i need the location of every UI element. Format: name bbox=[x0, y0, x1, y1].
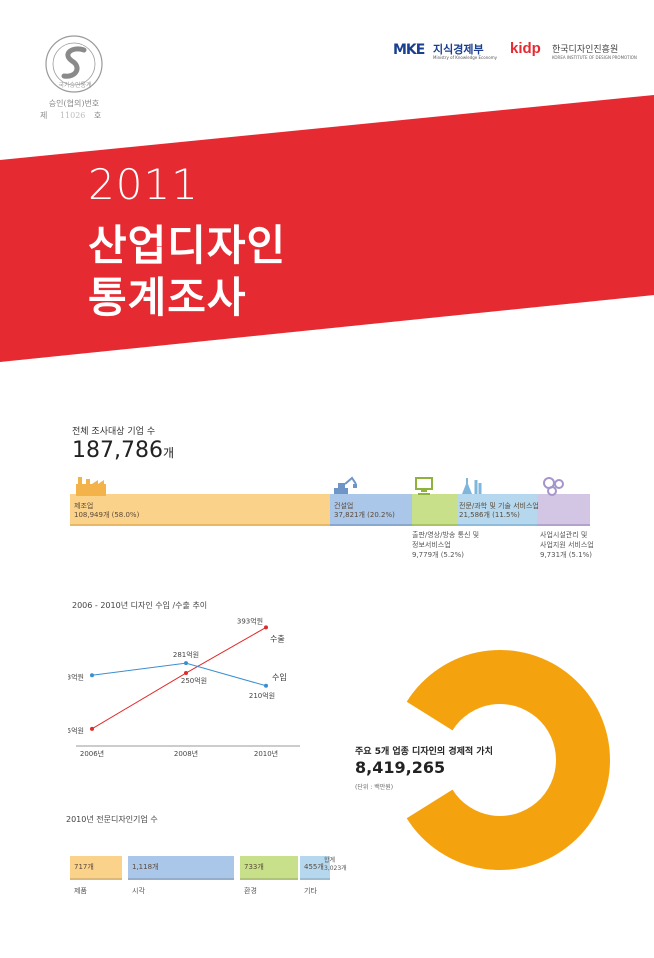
segment-name-line1: 사업시설관리 및 bbox=[540, 531, 588, 539]
series-label-export: 수출 bbox=[270, 633, 285, 643]
industry-bar bbox=[70, 494, 590, 526]
firm-segment-value: 717개 bbox=[74, 863, 94, 871]
design-firms-total: 합계 3,023개 bbox=[324, 857, 347, 873]
total-label: 합계 bbox=[324, 857, 336, 864]
segment-label-facility: 사업시설관리 및 사업지원 서비스업 9,731개 (5.1%) bbox=[540, 530, 594, 560]
segment-name-line1: 출판/영상/방송 통신 및 bbox=[412, 531, 480, 539]
mke-sub: Ministry of Knowledge Economy bbox=[433, 55, 497, 60]
firm-segment: 717개 bbox=[70, 856, 122, 880]
data-point bbox=[90, 673, 94, 678]
data-point bbox=[90, 726, 94, 731]
segment-value: 108,949개 (58.0%) bbox=[74, 511, 140, 519]
firm-segment-value: 455개 bbox=[304, 863, 324, 871]
survey-total-unit: 개 bbox=[162, 446, 175, 460]
segment-name: 전문/과학 및 기술 서비스업 bbox=[459, 502, 539, 510]
segment-value: 37,821개 (20.2%) bbox=[334, 511, 395, 519]
bar-segment-publishing bbox=[412, 494, 457, 526]
computer-icon bbox=[415, 477, 433, 495]
x-tick-label: 2006년 bbox=[80, 749, 104, 758]
segment-label-science: 전문/과학 및 기술 서비스업 21,586개 (11.5%) bbox=[459, 502, 539, 520]
approval-seal: 국가승인통계 승인(협의)번호 제 11026 호 bbox=[36, 34, 112, 124]
mke-name: 지식경제부 bbox=[433, 43, 484, 56]
firm-segment-name: 환경 bbox=[244, 887, 257, 895]
firm-segment-name: 시각 bbox=[132, 887, 145, 895]
donut-arc bbox=[406, 650, 610, 870]
bar-segment-manufacturing bbox=[70, 494, 330, 526]
gears-icon bbox=[543, 477, 564, 496]
value-amount: 8,419,265 bbox=[355, 758, 446, 777]
approval-label: 승인(협의)번호 bbox=[48, 99, 100, 108]
firm-segment: 1,118개 bbox=[128, 856, 234, 880]
x-tick-label: 2010년 bbox=[254, 749, 278, 758]
kidp-logo: kidp 한국디자인진흥원 KOREA INSTITUTE OF DESIGN … bbox=[510, 40, 637, 64]
value-unit: (단위 : 백만원) bbox=[355, 784, 394, 791]
seal-ring-text: 국가승인통계 bbox=[58, 82, 92, 89]
number-prefix: 제 bbox=[40, 111, 48, 120]
number-suffix: 호 bbox=[93, 111, 102, 120]
total-value: 3,023개 bbox=[324, 865, 347, 872]
data-point bbox=[184, 661, 188, 666]
data-label: 281억원 bbox=[173, 650, 199, 659]
flask-icon bbox=[462, 478, 482, 494]
data-point bbox=[264, 683, 268, 688]
bar-segment-facility bbox=[537, 494, 590, 526]
segment-name: 건설업 bbox=[334, 502, 354, 510]
firm-segment: 733개 bbox=[240, 856, 298, 880]
segment-name-line2: 사업지원 서비스업 bbox=[540, 541, 594, 549]
title-line2: 통계조사 bbox=[88, 273, 247, 322]
excavator-icon bbox=[334, 476, 357, 494]
data-label: 75억원 bbox=[68, 726, 84, 735]
factory-icon bbox=[76, 477, 106, 496]
survey-label: 전체 조사대상 기업 수 bbox=[72, 427, 156, 437]
title-year: 2011 bbox=[88, 160, 199, 209]
segment-label-publishing: 출판/영상/방송 통신 및 정보서비스업 9,779개 (5.2%) bbox=[412, 530, 479, 560]
firm-segment: 455개 bbox=[300, 856, 330, 880]
bar-segment-science bbox=[457, 494, 537, 526]
data-label: 243억원 bbox=[68, 672, 84, 681]
kidp-mark: kidp bbox=[510, 40, 541, 57]
data-label: 393억원 bbox=[237, 616, 263, 625]
bar-segment-construction bbox=[330, 494, 412, 526]
trend-chart: 2006년 2008년 2010년 75억원 250억원 393억원 243억원 281억원 2… bbox=[68, 616, 300, 758]
title-line1: 산업디자인 bbox=[88, 221, 287, 270]
mke-mark: MKE bbox=[393, 42, 425, 58]
approval-number: 11026 bbox=[59, 111, 86, 120]
segment-name-line2: 정보서비스업 bbox=[412, 541, 451, 549]
data-label: 210억원 bbox=[249, 691, 275, 700]
segment-name: 제조업 bbox=[74, 502, 94, 510]
approval-number-row: 제 11026 호 bbox=[40, 110, 110, 121]
data-point bbox=[264, 625, 268, 630]
firm-segment-value: 1,118개 bbox=[132, 863, 159, 871]
seal-emblem-icon bbox=[45, 35, 103, 93]
kidp-name: 한국디자인진흥원 bbox=[552, 45, 619, 55]
segment-label-construction: 건설업 37,821개 (20.2%) bbox=[334, 502, 395, 520]
x-tick-label: 2008년 bbox=[174, 749, 198, 758]
survey-total: 187,786개 bbox=[72, 438, 174, 463]
data-label: 250억원 bbox=[181, 676, 207, 685]
segment-value: 21,586개 (11.5%) bbox=[459, 511, 520, 519]
segment-value: 9,779개 (5.2%) bbox=[412, 551, 464, 559]
design-firms-title: 2010년 전문디자인기업 수 bbox=[66, 815, 158, 824]
segment-label-manufacturing: 제조업 108,949개 (58.0%) bbox=[74, 502, 139, 520]
data-point bbox=[184, 671, 188, 676]
firm-segment-value: 733개 bbox=[244, 863, 264, 871]
value-label: 주요 5개 업종 디자인의 경제적 가치 bbox=[355, 747, 493, 757]
firm-segment-name: 기타 bbox=[304, 887, 317, 895]
kidp-sub: KOREA INSTITUTE OF DESIGN PROMOTION bbox=[552, 55, 637, 60]
mke-logo: MKE 지식경제부 Ministry of Knowledge Economy bbox=[393, 40, 513, 64]
series-label-import: 수입 bbox=[272, 673, 287, 682]
survey-total-number: 187,786 bbox=[72, 438, 163, 463]
segment-value: 9,731개 (5.1%) bbox=[540, 551, 592, 559]
firm-segment-name: 제품 bbox=[74, 887, 87, 895]
trend-title: 2006 - 2010년 디자인 수입 /수출 추이 bbox=[72, 601, 208, 610]
